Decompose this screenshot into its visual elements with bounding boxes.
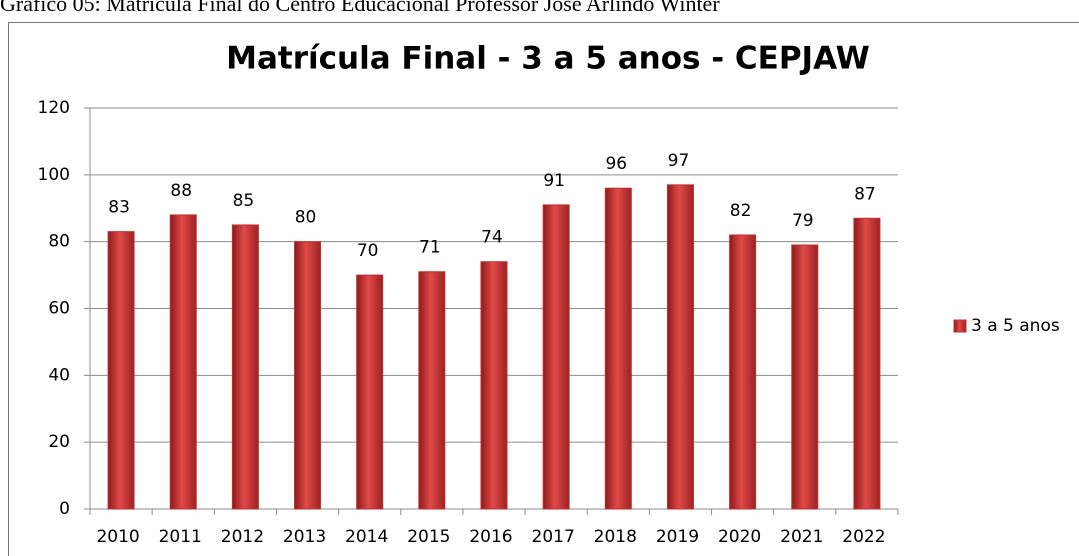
x-tick-label: 2013 [283,527,326,547]
value-label: 79 [792,211,814,231]
value-label: 96 [605,154,627,174]
x-tick-label: 2011 [159,527,202,547]
legend-label: 3 a 5 anos [971,316,1060,336]
bar [791,244,819,510]
bar [853,217,881,510]
x-tick-label: 2012 [221,527,264,547]
caption: Gráfico 05: Matrícula Final do Centro Ed… [0,0,720,16]
x-tick-label: 2017 [532,527,575,547]
x-tick-label: 2016 [469,527,512,547]
y-tick-label: 0 [59,499,70,519]
x-tick-label: 2015 [407,527,450,547]
value-label: 91 [543,171,565,191]
bar [480,261,508,510]
value-label: 87 [854,184,876,204]
legend-swatch [953,319,967,333]
value-label: 71 [419,238,441,258]
x-tick-label: 2019 [656,527,699,547]
y-tick-label: 60 [48,299,70,319]
bar [418,271,446,510]
x-tick-label: 2020 [718,527,761,547]
bar [666,184,694,510]
y-tick-label: 80 [48,232,70,252]
bar [604,187,632,510]
bar [729,234,757,510]
y-tick-label: 20 [48,432,70,452]
value-label: 97 [668,151,690,171]
x-tick-label: 2018 [594,527,637,547]
y-tick-label: 40 [48,365,70,385]
bar [356,274,384,510]
x-tick-label: 2021 [780,527,823,547]
chart-frame [8,22,1079,556]
bar [169,214,197,510]
y-tick-label: 100 [38,165,70,185]
chart-title: Matrícula Final - 3 a 5 anos - CEPJAW [226,41,870,77]
x-tick-label: 2022 [842,527,885,547]
bar [231,224,259,510]
value-label: 80 [295,208,317,228]
value-label: 83 [108,198,130,218]
x-tick-label: 2010 [96,527,139,547]
value-label: 88 [170,181,192,201]
bar [107,231,135,510]
value-label: 70 [357,241,379,261]
x-tick-label: 2014 [345,527,388,547]
bar [542,204,570,510]
value-label: 74 [481,228,503,248]
bar [294,241,322,510]
y-tick-label: 120 [38,98,70,118]
value-label: 85 [233,191,255,211]
value-label: 82 [730,201,752,221]
